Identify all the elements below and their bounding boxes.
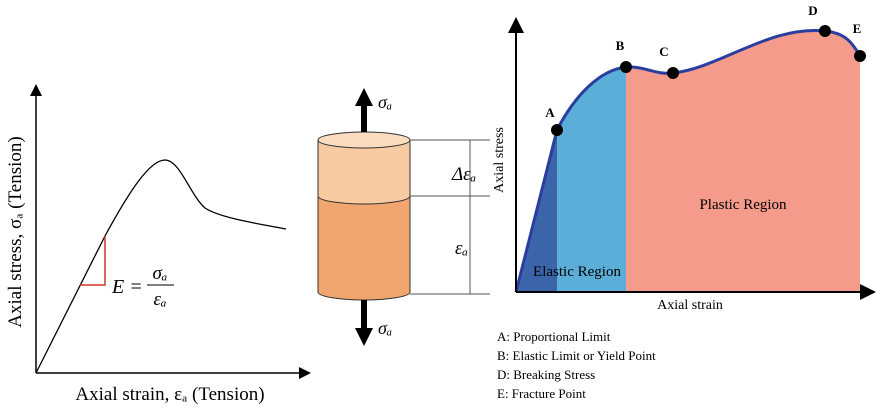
- point-label: D: [808, 3, 817, 18]
- strain: εₐ: [455, 238, 468, 259]
- figure: Axial stress, σₐ (Tension) Axial strain,…: [0, 0, 876, 408]
- bottom-force: σₐ: [378, 318, 392, 338]
- formula-lhs: E =: [111, 276, 143, 298]
- x-label: Axial strain: [657, 298, 723, 313]
- legend-item: E: Fracture Point: [497, 386, 586, 401]
- specimen: σₐ σₐ Δεₐ εₐ: [318, 88, 490, 346]
- cylinder-upper: [318, 140, 410, 204]
- legend-item: D: Breaking Stress: [497, 367, 595, 382]
- left-graph: Axial stress, σₐ (Tension) Axial strain,…: [5, 90, 305, 405]
- arrow-down-head: [355, 328, 373, 346]
- region-label: Plastic Region: [699, 197, 787, 213]
- point-label: A: [545, 105, 555, 120]
- elastic-region: [557, 67, 626, 292]
- legend-item: A: Proportional Limit: [497, 329, 611, 344]
- dimension-lines: [410, 140, 490, 294]
- point-label: C: [659, 44, 668, 59]
- formula-numerator: σₐ: [153, 263, 168, 284]
- x-label: Axial strain, εₐ (Tension): [75, 384, 264, 405]
- legend-item: B: Elastic Limit or Yield Point: [497, 348, 656, 363]
- delta-strain: Δεₐ: [451, 164, 476, 185]
- cylinder-top: [318, 132, 410, 148]
- plastic-region: [626, 30, 860, 292]
- region-label: Elastic Region: [533, 264, 621, 280]
- point-label: B: [616, 38, 625, 53]
- y-label: Axial stress: [492, 127, 507, 193]
- top-force: σₐ: [378, 92, 392, 112]
- cylinder-lower: [318, 196, 410, 300]
- arrow-up-head: [355, 88, 373, 106]
- y-label: Axial stress, σₐ (Tension): [5, 136, 26, 327]
- formula-denominator: εₐ: [153, 289, 166, 310]
- point-label: E: [853, 21, 862, 36]
- right-graph: A B C D E Axial stress Axial strain Elas…: [492, 3, 868, 401]
